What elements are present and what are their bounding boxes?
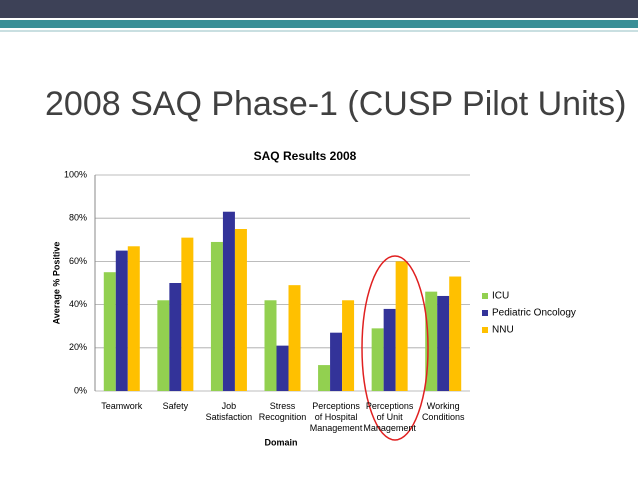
bar: [276, 345, 289, 391]
header-bar: [0, 0, 638, 18]
chart-title: SAQ Results 2008: [254, 149, 357, 163]
x-tick-label: Teamwork: [101, 401, 143, 411]
legend-label: ICU: [492, 291, 509, 302]
y-tick-label: 20%: [69, 342, 87, 352]
bar: [318, 365, 331, 391]
highlight-ellipse: [361, 255, 429, 441]
x-tick-label: Perceptions of Unit Management: [363, 401, 416, 433]
bar: [210, 241, 223, 391]
x-tick-label: Working Conditions: [421, 401, 465, 422]
legend-swatch: [482, 310, 488, 316]
y-tick-label: 60%: [69, 256, 87, 266]
bar: [371, 328, 384, 391]
legend-swatch: [482, 293, 488, 299]
bar: [383, 308, 396, 391]
x-tick-label: Job Satisfaction: [205, 401, 253, 422]
bar: [288, 285, 301, 391]
y-tick-label: 40%: [69, 299, 87, 309]
slide-title: 2008 SAQ Phase-1 (CUSP Pilot Units): [45, 85, 626, 123]
bar: [342, 300, 355, 391]
bar: [103, 272, 116, 391]
header-stripe: [0, 20, 638, 28]
bar: [437, 295, 450, 391]
legend-label: NNU: [492, 325, 514, 336]
x-tick-label: Safety: [162, 401, 189, 411]
x-tick-label: Perceptions of Hospital Management: [309, 401, 363, 433]
bar: [449, 276, 462, 391]
y-tick-label: 0%: [74, 385, 87, 395]
y-axis-label: Average % Positive: [51, 242, 61, 325]
bar: [222, 211, 235, 391]
legend-label: Pediatric Oncology: [492, 308, 576, 319]
bar: [264, 300, 277, 391]
x-tick-label: Stress Recognition: [258, 401, 307, 422]
bar: [181, 237, 194, 391]
x-axis-label: Domain: [264, 437, 297, 447]
y-tick-label: 80%: [69, 213, 87, 223]
bar: [169, 283, 182, 391]
legend-swatch: [482, 327, 488, 333]
bar: [330, 332, 343, 391]
bar: [157, 300, 170, 391]
bar: [127, 246, 140, 391]
header-stripe: [0, 30, 638, 32]
bar: [395, 261, 408, 391]
bar: [115, 250, 128, 391]
bar: [425, 291, 438, 391]
y-tick-label: 100%: [64, 169, 87, 179]
bar: [234, 229, 247, 391]
